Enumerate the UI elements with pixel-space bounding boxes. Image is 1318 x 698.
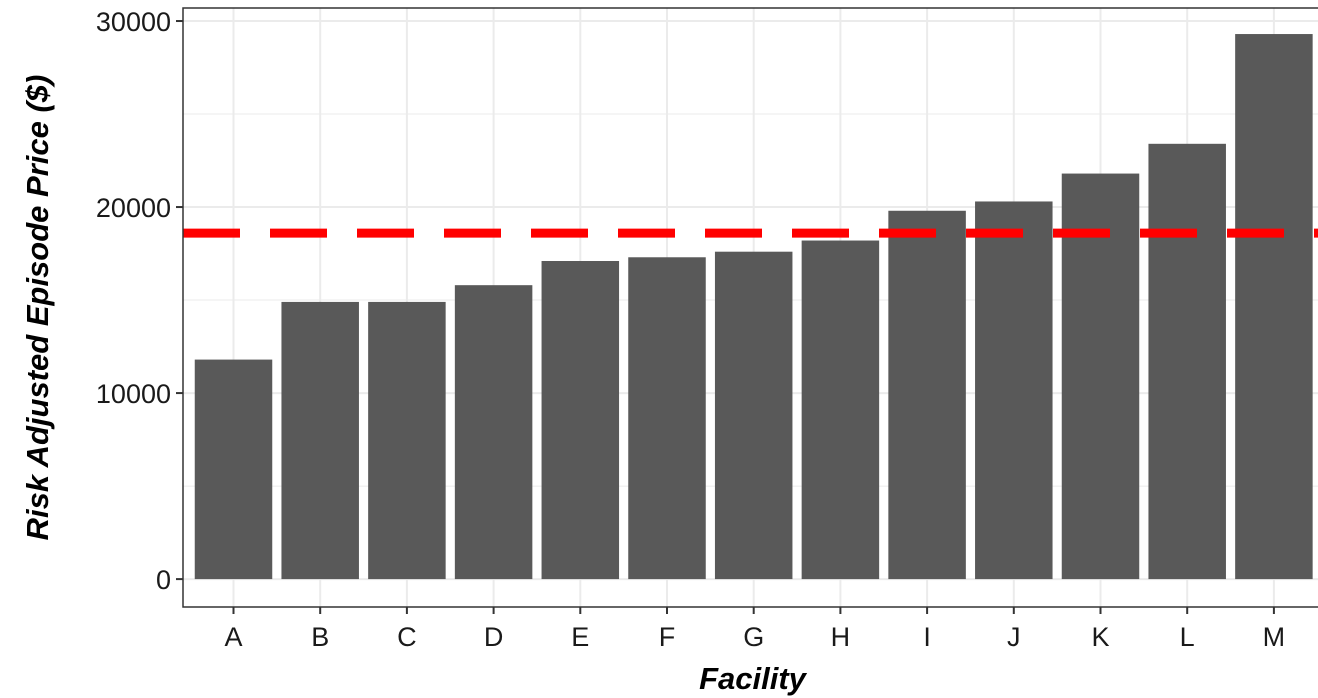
bar-i <box>888 210 966 580</box>
x-tick-label: I <box>923 622 931 652</box>
y-axis-title: Risk Adjusted Episode Price ($) <box>20 75 55 541</box>
x-tick-label: E <box>571 622 589 652</box>
y-tick-label: 30000 <box>96 7 171 37</box>
bar-c <box>368 301 446 580</box>
bars <box>194 34 1313 580</box>
bar-h <box>801 240 880 580</box>
y-tick-label: 20000 <box>96 193 171 223</box>
x-tick-label: L <box>1180 622 1195 652</box>
x-tick-label: H <box>831 622 851 652</box>
bar-m <box>1235 34 1313 580</box>
bar-d <box>454 285 533 580</box>
bar-g <box>714 251 793 580</box>
bar-b <box>281 301 359 580</box>
bar-a <box>194 359 273 580</box>
bar-k <box>1061 173 1140 580</box>
x-tick-label: A <box>224 622 242 652</box>
x-axis-title: Facility <box>699 661 808 696</box>
bar-f <box>628 257 706 580</box>
x-tick-label: D <box>484 622 504 652</box>
panel-border <box>182 7 1318 608</box>
bar-l <box>1148 143 1226 580</box>
x-tick-label: C <box>397 622 417 652</box>
y-tick-label: 0 <box>156 565 171 595</box>
bar-j <box>975 201 1053 580</box>
bar-e <box>541 260 620 580</box>
y-tick-label: 10000 <box>96 379 171 409</box>
y-axis: 0 10000 20000 30000 <box>96 7 183 595</box>
x-tick-label: B <box>311 622 329 652</box>
x-tick-label: G <box>743 622 764 652</box>
x-tick-label: K <box>1091 622 1109 652</box>
x-tick-label: M <box>1263 622 1286 652</box>
x-axis: A B C D E F G H I J K L M <box>224 607 1285 652</box>
x-tick-label: F <box>659 622 676 652</box>
x-tick-label: J <box>1007 622 1021 652</box>
